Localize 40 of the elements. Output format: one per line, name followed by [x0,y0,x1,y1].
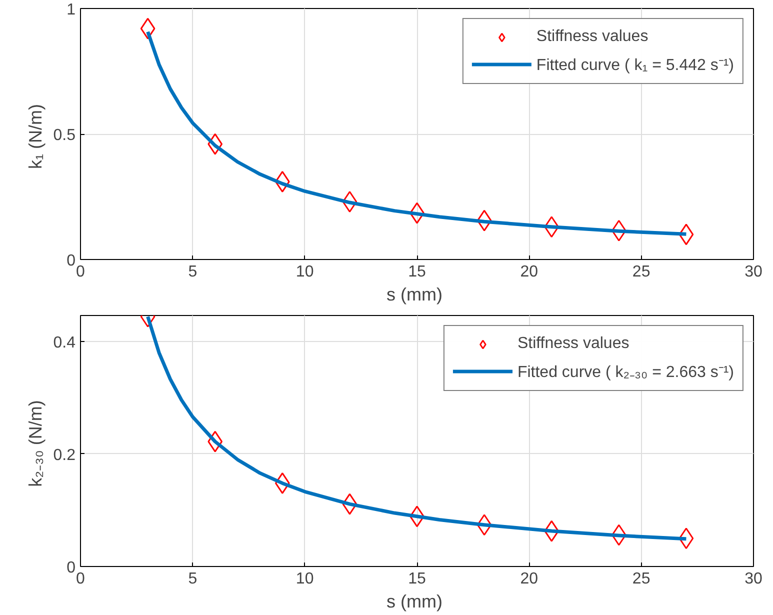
x-tick-label: 15 [408,570,426,588]
point [274,472,290,494]
x-tick-label: 10 [296,264,314,280]
point [208,133,223,155]
y-tick-label: 1 [66,2,76,18]
point [678,224,694,246]
point [342,493,358,515]
y-tick-label: 0.4 [53,334,76,352]
x-tick-label: 30 [744,570,762,588]
x-axis-title: s (mm) [386,592,442,612]
legend-label: Stiffness values [536,28,648,46]
point [544,216,560,238]
legend-label: Stiffness values [517,335,630,353]
y-axis-title: k₂₋₃₀ (N/m) [25,400,46,487]
legend-label: Fitted curve ( k₁ = 5.442 s⁻¹) [536,56,734,75]
y-tick-label: 0.5 [53,127,76,144]
x-tick-label: 5 [188,570,198,588]
legend-label: Fitted curve ( k₂₋₃₀ = 2.663 s⁻¹) [517,363,734,382]
x-tick-label: 15 [408,264,426,280]
x-tick-label: 5 [188,264,198,280]
y-axis-title: k₁ (N/m) [25,104,46,170]
point [274,170,290,192]
x-tick-label: 10 [296,570,314,588]
x-tick-label: 30 [744,264,762,280]
point [611,220,626,242]
point [678,528,694,550]
x-tick-label: 25 [632,264,650,280]
point [611,524,626,546]
point [476,210,492,232]
point [342,191,358,213]
x-tick-label: 20 [520,570,538,588]
y-tick-label: 0 [66,252,76,270]
y-tick-label: 0 [66,560,76,576]
point [476,514,492,536]
x-axis-title: s (mm) [386,284,442,304]
x-tick-label: 20 [520,264,538,280]
y-tick-label: 0.2 [53,446,76,464]
x-tick-label: 25 [632,570,650,588]
point [544,520,560,542]
point [140,18,156,40]
